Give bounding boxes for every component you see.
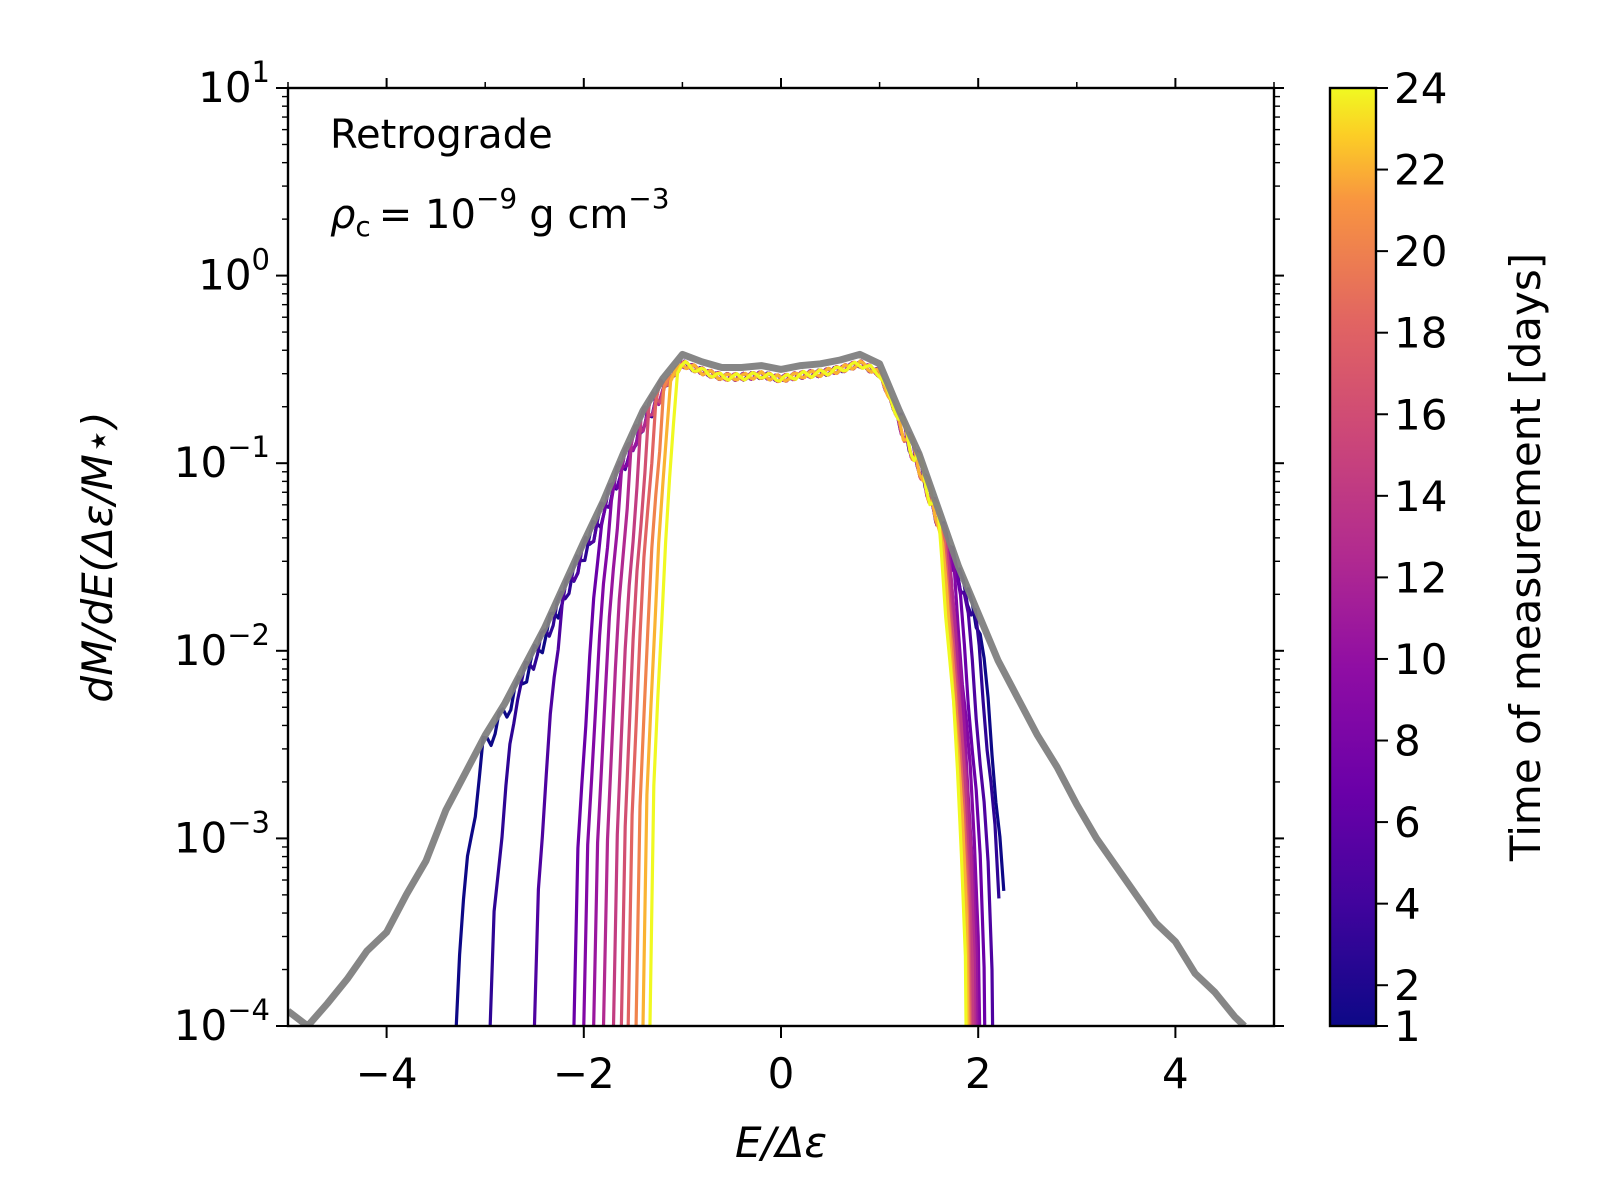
x-tick-label: −2 [553,1049,615,1098]
x-tick-label: 0 [768,1049,795,1098]
annotation-equals: = 10 [379,192,476,238]
colorbar-tick-label: 10 [1394,635,1447,684]
colorbar-tick-label: 20 [1394,227,1447,276]
y-axis-ticks: 10−4 10−3 10−2 10−1 100 101 [174,55,1284,1050]
y-tick-label: 10−1 [174,430,270,487]
annotation-rho-sub: c [355,210,370,243]
x-axis-label: E/Δε [735,1118,827,1167]
annotation-retrograde: Retrograde [330,112,553,158]
y-tick-label: 100 [198,243,270,300]
y-axis-label: dM/dE(Δε/M⋆) [73,411,122,702]
svg-text:ρc= 10−9g cm−3: ρc = 10−9 g cm−3 [330,182,670,243]
annotation-rho: ρ [330,192,355,238]
colorbar-tick-label: 1 [1394,1002,1421,1051]
colorbar-label: Time of measurement [days] [1501,253,1550,862]
annotation-exponent: −9 [476,182,517,215]
x-tick-label: 4 [1162,1049,1189,1098]
plot-area-background [288,88,1274,1026]
x-axis-ticks: −4 −2 0 2 4 [287,78,1275,1098]
colorbar-tick-label: 4 [1394,880,1421,929]
series-line-t-24-d [648,360,968,1026]
colorbar [1328,86,1378,1028]
colorbar-tick-label: 14 [1394,472,1447,521]
reference-curve [288,350,1247,1026]
colorbar-tick-label: 12 [1394,553,1447,602]
colorbar-tick-label: 24 [1394,64,1447,113]
y-tick-label: 10−4 [174,993,270,1050]
colorbar-tick-label: 6 [1394,798,1421,847]
x-tick-label: −4 [356,1049,418,1098]
y-tick-label: 101 [198,55,270,112]
reference-curve-layer [288,350,1247,1026]
annotation-density: ρc = 10−9 g cm−3 [330,182,670,243]
annotation-units-exponent: −3 [628,182,669,215]
x-tick-label: 2 [965,1049,992,1098]
colorbar-tick-label: 22 [1394,146,1447,195]
annotation-units: g cm [529,192,628,238]
colorbar-tick-label: 16 [1394,390,1447,439]
colorbar-tick-label: 2 [1394,961,1421,1010]
colorbar-tick-label: 8 [1394,717,1421,766]
y-tick-label: 10−2 [174,618,270,675]
colorbar-tick-label: 18 [1394,309,1447,358]
y-tick-label: 10−3 [174,805,270,862]
